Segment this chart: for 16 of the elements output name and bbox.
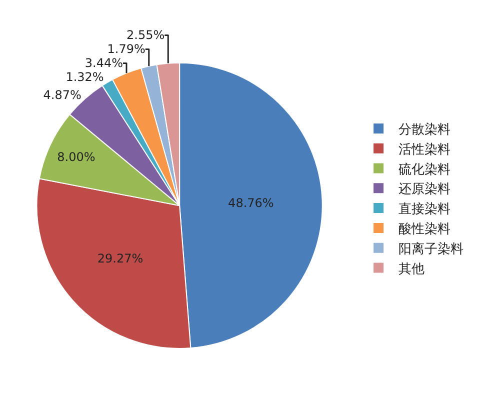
data-label: 48.76% [228,196,274,210]
legend-label: 活性染料 [398,142,451,158]
data-label: 29.27% [97,252,144,266]
legend-label: 阳离子染料 [398,240,464,257]
legend-label: 硫化染料 [398,162,451,178]
data-label: 8.00% [57,150,96,164]
data-label: 4.87% [43,88,82,102]
legend-label: 直接染料 [398,202,451,218]
data-label: 1.79% [107,42,146,56]
data-label: 1.32% [66,70,104,84]
legend-label: 分散染料 [398,122,451,138]
legend-label: 还原染料 [398,182,451,198]
data-label: 2.55% [126,28,165,42]
legend-label: 其他 [398,262,425,277]
legend-label: 酸性染料 [398,222,451,238]
data-label: 3.44% [84,56,123,70]
